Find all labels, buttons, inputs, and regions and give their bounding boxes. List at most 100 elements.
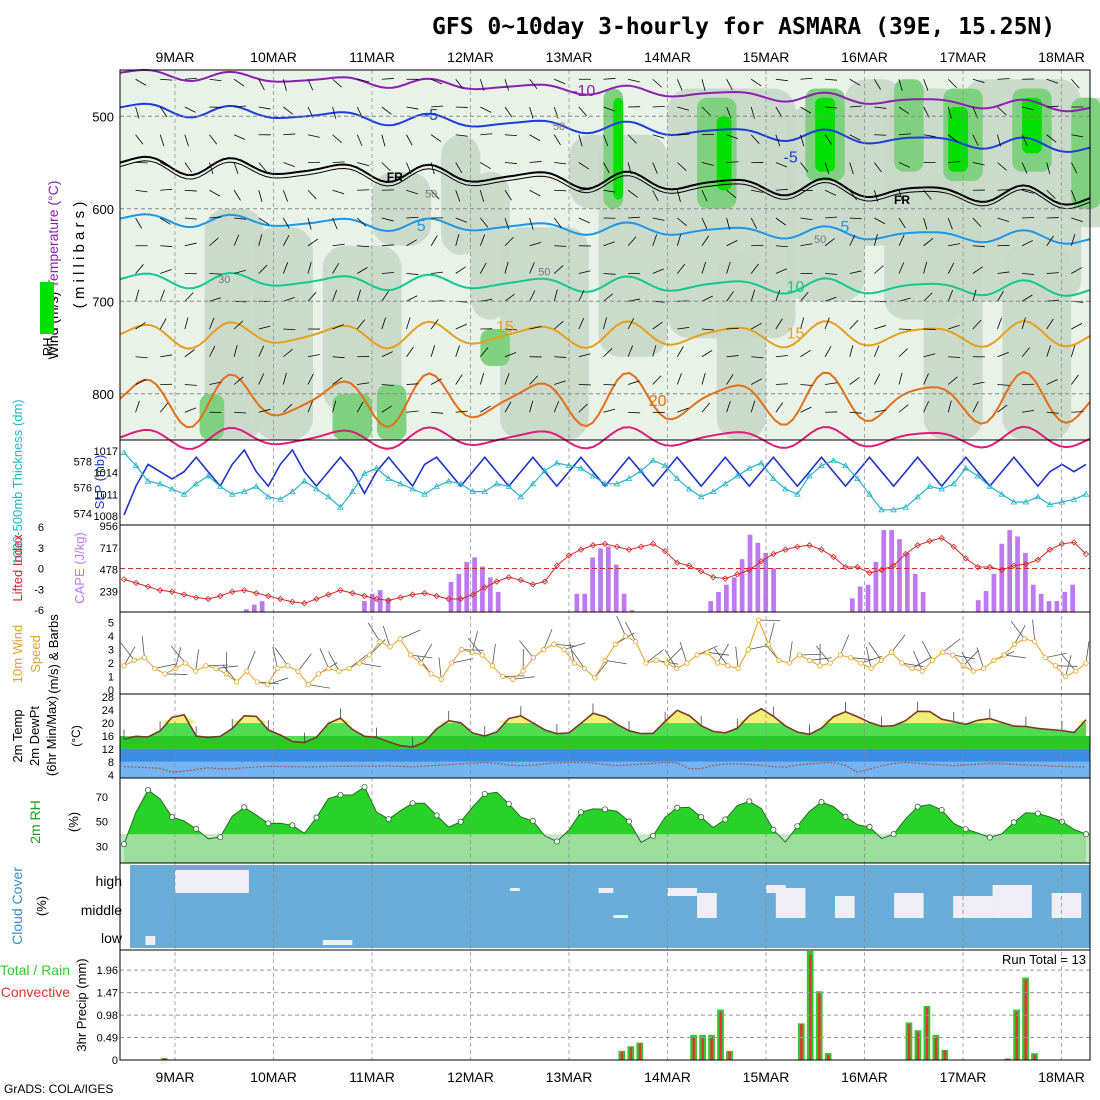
- rh-shade-2: [322, 245, 402, 413]
- cape-bar: [456, 573, 462, 612]
- wind-barb: [571, 650, 585, 669]
- temp-ylabel: 2m DewPt: [27, 706, 42, 766]
- rh2m-tick-label: 70: [96, 792, 108, 804]
- thickness-point: [758, 459, 765, 466]
- wind-speed-point: [725, 663, 731, 669]
- lifted-index-point: [625, 546, 633, 553]
- thickness-point: [1082, 490, 1090, 497]
- lifted-index-point: [698, 568, 705, 575]
- rh2m-point: [193, 825, 200, 832]
- rh2m-point: [385, 816, 392, 823]
- wind-barb: [679, 642, 688, 664]
- precip-convective-bar: [629, 1047, 633, 1060]
- rh2m-point: [1083, 831, 1090, 838]
- lifted-index-point: [373, 595, 380, 603]
- wind-speed-point: [223, 671, 229, 677]
- wind-barb: [1004, 654, 1026, 659]
- thickness-point: [685, 485, 693, 492]
- lifted-index-point: [517, 576, 524, 584]
- rh2m-point: [986, 834, 993, 841]
- wind-barb: [438, 657, 442, 680]
- grads-credit: GrADS: COLA/IGES: [4, 1082, 114, 1096]
- date-tick-label-bottom: 15MAR: [743, 1069, 790, 1085]
- wind-barb: [913, 650, 923, 672]
- wind-speed-point: [141, 655, 148, 661]
- cloud-block: [145, 936, 156, 945]
- thickness-ylabel: 1000-500mb Thickness (dm): [10, 399, 25, 564]
- lifted-index-point: [289, 598, 296, 606]
- precip-ylabel-total: Total / Rain: [0, 962, 70, 978]
- wind-speed-point: [919, 668, 925, 674]
- lifted-index-point: [277, 595, 284, 603]
- date-tick-label-bottom: 9MAR: [156, 1069, 195, 1085]
- lifted-index-point: [794, 543, 801, 550]
- rh2m-point: [217, 834, 224, 841]
- cape-bar: [629, 610, 635, 612]
- wind-speed-point: [407, 652, 414, 658]
- date-gridlines: [120, 70, 1090, 1060]
- thickness-point: [385, 475, 392, 481]
- slp-tick-label: 1011: [94, 489, 118, 501]
- precip-convective-bar: [916, 1032, 920, 1060]
- freezing-label: FR: [387, 170, 403, 184]
- wind-speed-point: [295, 668, 301, 674]
- temp-ylabel: (6hr Min/Max): [44, 696, 59, 776]
- precip-ylabel: 3hr Precip (mm): [74, 958, 89, 1051]
- thickness-point: [397, 480, 404, 487]
- lifted-index-point: [217, 592, 224, 600]
- lifted-index-point: [637, 543, 645, 550]
- lifted-index-series: [120, 534, 1090, 607]
- wind-barb: [840, 634, 850, 656]
- date-tick-label-bottom: 17MAR: [940, 1069, 987, 1085]
- lifted-index-point: [241, 587, 248, 594]
- rh-shade-1: [253, 227, 313, 440]
- wind-barb: [625, 621, 637, 642]
- rh2m-point: [169, 814, 176, 821]
- wind-speed-point: [878, 657, 884, 664]
- wind-speed-point: [367, 652, 373, 658]
- wind-barb: [1061, 654, 1077, 672]
- cape-bar: [464, 561, 470, 612]
- rh2m-series: [120, 778, 1090, 863]
- thickness-point: [950, 480, 958, 487]
- thickness-line: [123, 452, 1087, 511]
- cape-bar: [716, 591, 721, 612]
- rh-bright-1: [716, 116, 732, 191]
- wind-speed-point: [305, 682, 311, 688]
- lifted-index-point: [457, 595, 464, 603]
- thickness-series: [120, 449, 1090, 513]
- wind-speed-point: [827, 660, 833, 666]
- cape-bar: [920, 591, 926, 612]
- thickness-point: [337, 503, 344, 510]
- wind-speed-point: [244, 668, 250, 674]
- thickness-point: [289, 488, 296, 494]
- lifted-tick-label: -3: [34, 584, 44, 596]
- wind-barb: [942, 638, 961, 653]
- cloud-block: [894, 893, 924, 918]
- panel-frame-prec: [119, 949, 1091, 1061]
- thickness-point: [806, 472, 813, 479]
- wind10m-series: [120, 615, 1090, 689]
- rh2m-point: [433, 812, 440, 819]
- lifted-index-point: [974, 563, 981, 571]
- wind-barb: [267, 677, 289, 685]
- date-tick-label-top: 11MAR: [349, 49, 395, 65]
- lifted-index-point: [1070, 539, 1078, 546]
- thickness-point: [613, 480, 621, 487]
- isotherm-label: -10: [572, 83, 595, 100]
- precip-tick-label: 0.49: [97, 1033, 118, 1045]
- slp-series: [123, 448, 1087, 516]
- cape-bar: [1007, 530, 1013, 612]
- wind-speed-point: [1001, 652, 1007, 658]
- cape-bar: [1023, 552, 1028, 612]
- date-tick-label-top: 12MAR: [447, 49, 494, 65]
- lifted-index-point: [866, 569, 873, 577]
- precip-convective-bar: [800, 1024, 803, 1060]
- thickness-point: [830, 456, 837, 463]
- cape-bar: [739, 559, 745, 612]
- precip-convective-bar: [827, 1054, 830, 1060]
- cape-tick-label: 239: [100, 586, 118, 598]
- cape-bar: [448, 581, 454, 612]
- wind-barb: [246, 650, 256, 672]
